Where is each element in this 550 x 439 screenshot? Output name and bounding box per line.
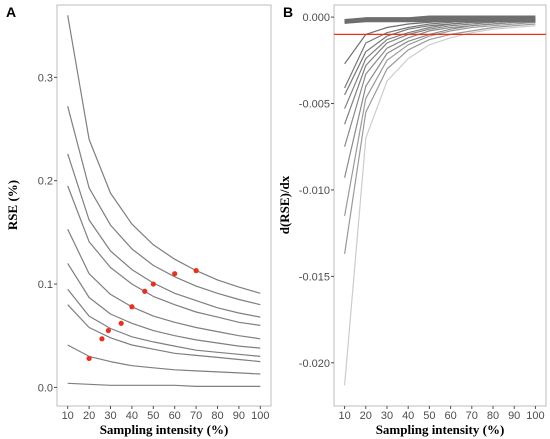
x-tick-label: 100 xyxy=(526,410,544,422)
x-tick-label: 50 xyxy=(147,410,159,422)
panel-a-optimum-markers xyxy=(86,268,199,362)
panel-a-y-axis-title: RSE (%) xyxy=(5,180,20,230)
panel-b-plot-frame xyxy=(333,4,547,407)
optimum-marker xyxy=(172,271,178,277)
panel-b-y-ticks: 0.000 -0.005 -0.010 -0.015 -0.020 xyxy=(299,12,334,370)
optimum-marker xyxy=(118,320,124,326)
optimum-marker xyxy=(86,355,92,362)
x-tick-label: 60 xyxy=(444,410,456,422)
y-tick-label: -0.020 xyxy=(299,358,330,370)
panel-a-plot-frame xyxy=(56,4,272,407)
series-line-8 xyxy=(67,304,261,363)
series-line-5 xyxy=(67,229,261,340)
y-tick-label: 0.0 xyxy=(38,382,53,394)
x-tick-label: 70 xyxy=(190,410,202,422)
x-tick-label: 10 xyxy=(62,410,74,422)
y-tick-label: -0.005 xyxy=(299,99,330,111)
series-line-4 xyxy=(67,185,261,326)
series-line-13 xyxy=(344,19,536,24)
panel-a: A 10 20 30 40 50 60 70 80 90 100 0.0 0.1 0.2 0.3 Sam… xyxy=(5,4,272,437)
panel-a-label: A xyxy=(6,4,16,20)
x-tick-label: 60 xyxy=(169,410,181,422)
y-tick-label: 0.2 xyxy=(38,176,53,188)
optimum-marker xyxy=(142,288,148,294)
y-tick-label: 0.1 xyxy=(38,279,53,291)
series-line-3 xyxy=(344,21,536,217)
panel-a-x-ticks: 10 20 30 40 50 60 70 80 90 100 xyxy=(62,406,269,422)
series-line-5 xyxy=(344,20,536,147)
series-line-2 xyxy=(344,23,536,254)
y-tick-label: 0.000 xyxy=(302,12,330,24)
x-tick-label: 40 xyxy=(402,410,414,422)
x-tick-label: 100 xyxy=(251,410,269,422)
series-line-1 xyxy=(67,15,261,294)
x-tick-label: 30 xyxy=(381,410,393,422)
panel-b-y-axis-title: d(RSE)/dx xyxy=(277,175,292,234)
x-tick-label: 20 xyxy=(360,410,372,422)
x-tick-label: 80 xyxy=(487,410,499,422)
series-line-1 xyxy=(344,25,536,386)
x-tick-label: 90 xyxy=(508,410,520,422)
x-tick-label: 30 xyxy=(104,410,116,422)
x-tick-label: 50 xyxy=(423,410,435,422)
optimum-marker xyxy=(193,268,199,274)
x-tick-label: 40 xyxy=(126,410,138,422)
optimum-marker xyxy=(105,327,111,334)
y-tick-label: -0.010 xyxy=(299,185,330,197)
panel-a-x-axis-title: Sampling intensity (%) xyxy=(100,422,229,437)
series-line-6 xyxy=(67,263,261,349)
series-line-7 xyxy=(67,288,261,357)
series-line-3 xyxy=(67,153,261,318)
series-line-10 xyxy=(67,382,261,387)
panel-a-y-ticks: 0.0 0.1 0.2 0.3 xyxy=(38,72,57,394)
x-tick-label: 70 xyxy=(466,410,478,422)
panel-b-x-axis-title: Sampling intensity (%) xyxy=(376,422,505,437)
series-line-12 xyxy=(344,17,536,24)
x-tick-label: 80 xyxy=(211,410,223,422)
panel-a-series-lines xyxy=(67,15,261,387)
panel-b-x-ticks: 10 20 30 40 50 60 70 80 90 100 xyxy=(338,406,545,422)
optimum-marker xyxy=(129,304,135,310)
panel-b-series-lines xyxy=(344,15,536,386)
panel-b-label: B xyxy=(283,4,293,20)
series-line-9 xyxy=(67,344,261,375)
panel-b: B 10 20 30 40 50 60 70 80 90 100 0.000 -0.005 -0.01… xyxy=(277,4,547,437)
optimum-marker xyxy=(99,336,105,342)
x-tick-label: 90 xyxy=(233,410,245,422)
x-tick-label: 20 xyxy=(83,410,95,422)
optimum-marker xyxy=(150,281,156,287)
series-line-2 xyxy=(67,106,261,306)
y-tick-label: -0.015 xyxy=(299,271,330,283)
x-tick-label: 10 xyxy=(338,410,350,422)
y-tick-label: 0.3 xyxy=(38,72,53,84)
